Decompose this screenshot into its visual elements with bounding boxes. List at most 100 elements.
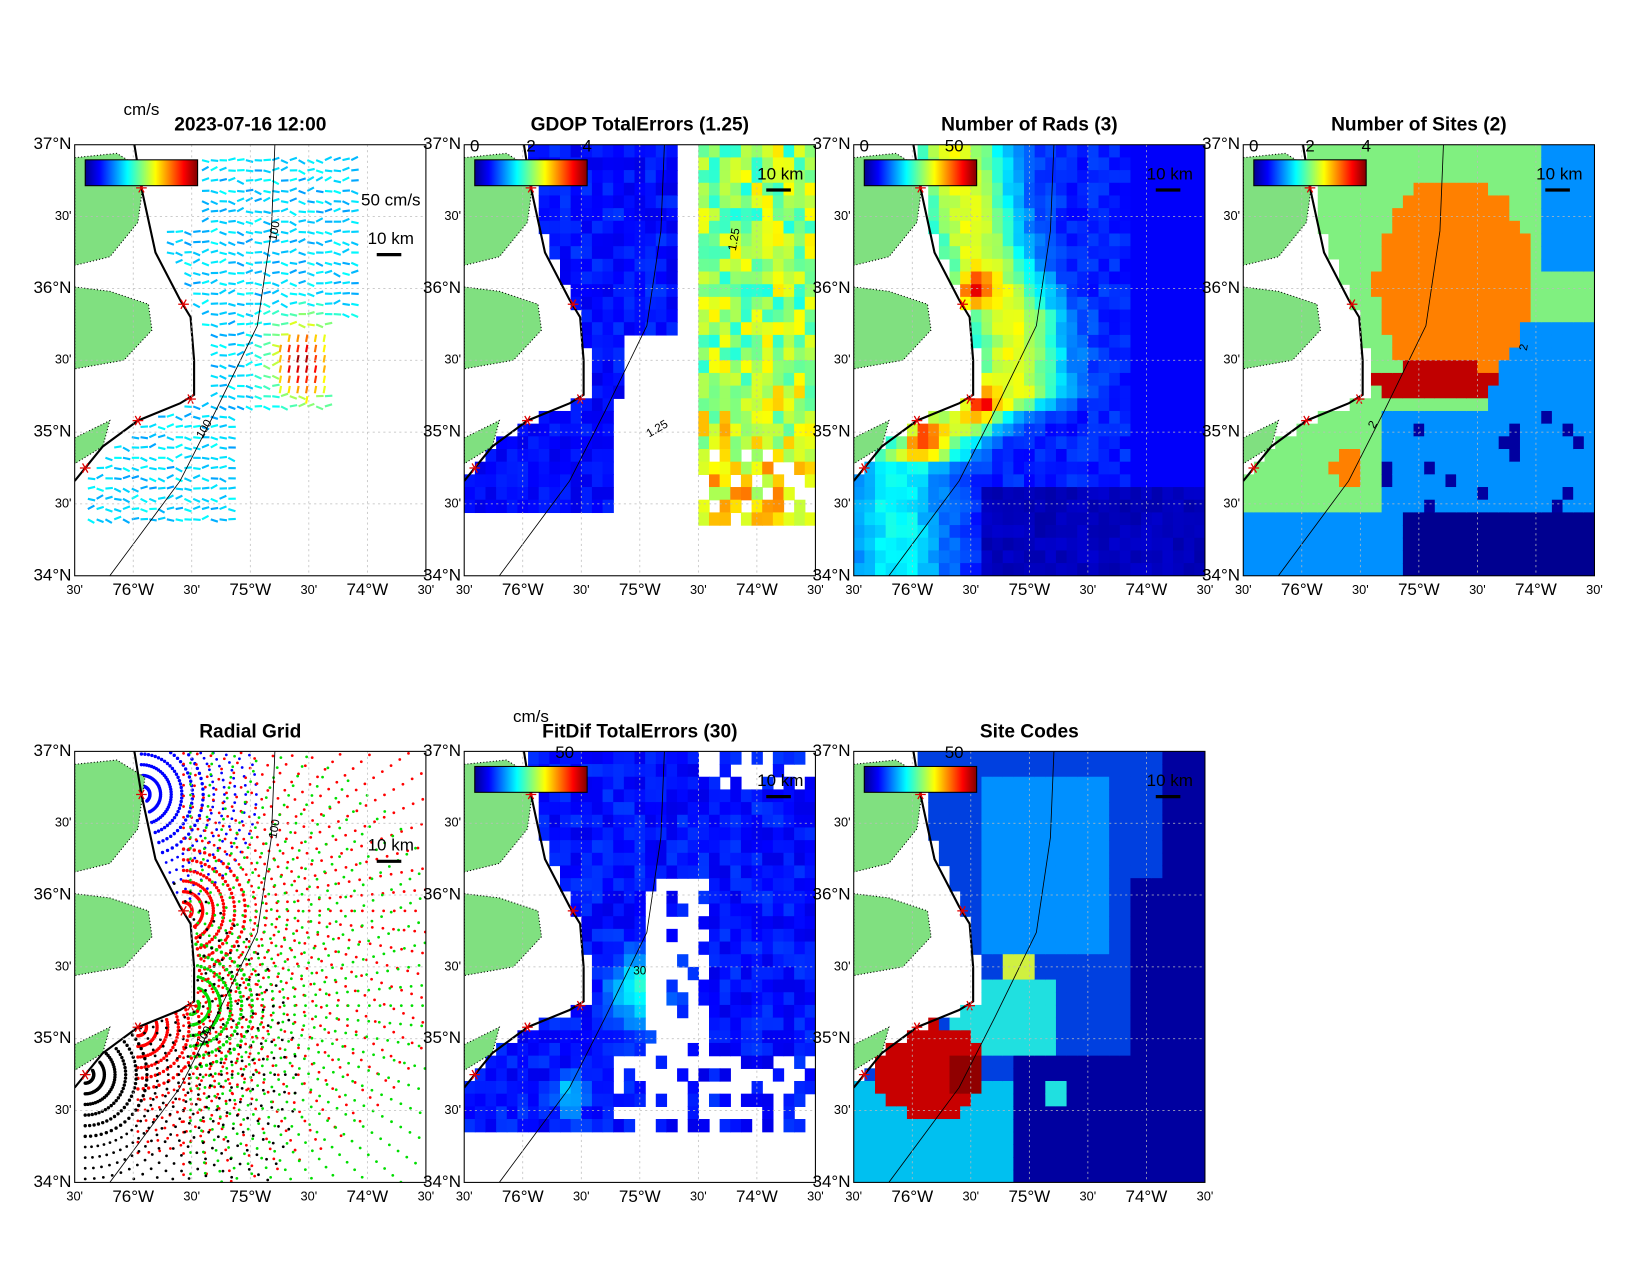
field-cell	[1583, 563, 1595, 576]
radial-grid-point	[302, 808, 306, 811]
field-cell	[928, 487, 940, 501]
field-cell	[772, 309, 785, 323]
field-cell	[719, 385, 731, 399]
field-cell	[570, 258, 582, 273]
field-cell	[1045, 410, 1057, 425]
current-vector	[184, 508, 192, 513]
radial-grid-point	[323, 980, 327, 984]
current-vector	[296, 344, 300, 353]
radial-grid-point	[209, 968, 213, 973]
radial-grid-point	[260, 1064, 264, 1068]
current-vector	[324, 189, 333, 193]
field-cell	[783, 195, 795, 209]
lat-tick-label: 30'	[834, 208, 851, 223]
radial-grid-point	[207, 764, 211, 768]
radial-grid-point	[362, 1104, 366, 1108]
radial-grid-point	[246, 880, 250, 884]
current-vector	[131, 507, 140, 511]
radial-grid-point	[235, 878, 239, 882]
radial-grid-point	[344, 1112, 348, 1116]
field-cell	[591, 461, 604, 475]
radial-grid-point	[221, 861, 225, 866]
radial-grid-point	[189, 846, 192, 850]
field-cell	[1098, 563, 1110, 576]
field-cell	[1183, 550, 1195, 564]
field-cell	[1055, 144, 1068, 159]
panel-title: Number of Rads (3)	[941, 115, 1118, 136]
field-cell	[992, 563, 1004, 576]
current-vector	[166, 506, 175, 511]
field-cell	[762, 360, 774, 374]
current-vector	[157, 516, 166, 521]
field-cell	[762, 284, 774, 298]
current-vector	[289, 282, 298, 288]
field-cell	[992, 372, 1004, 387]
radial-grid-point	[254, 803, 258, 806]
field-cell	[1087, 258, 1100, 273]
field-cell	[1413, 448, 1425, 463]
field-cell	[1381, 474, 1393, 488]
radial-grid-point	[360, 893, 364, 897]
radial-grid-point	[379, 874, 382, 878]
radial-grid-point	[221, 1092, 225, 1096]
field-cell	[708, 398, 721, 412]
field-cell	[517, 461, 529, 475]
field-cell	[719, 372, 731, 387]
field-cell	[1445, 284, 1457, 298]
radial-grid-point	[147, 810, 152, 814]
field-cell	[1173, 512, 1185, 526]
field-cell	[1488, 170, 1500, 184]
field-cell	[698, 436, 710, 450]
radial-grid-point	[238, 990, 242, 995]
field-cell	[730, 436, 742, 450]
field-cell	[1381, 461, 1393, 475]
radial-grid-point	[181, 864, 185, 868]
current-vector	[131, 467, 140, 472]
radial-grid-point	[270, 1018, 274, 1022]
field-cell	[1434, 474, 1447, 488]
current-vector	[280, 207, 289, 213]
radial-grid-point	[373, 820, 376, 824]
radial-grid-point	[335, 1106, 339, 1110]
current-vector	[210, 159, 219, 162]
radial-grid-point	[169, 795, 173, 799]
field-cell	[1194, 474, 1205, 488]
field-cell	[960, 195, 972, 209]
radial-grid-point	[190, 801, 194, 806]
radial-grid-point	[229, 1179, 233, 1183]
radial-grid-point	[346, 1018, 349, 1021]
field-cell	[1055, 550, 1068, 564]
field-cell	[1519, 144, 1532, 159]
field-cell	[1551, 525, 1564, 539]
field-cell	[1055, 499, 1068, 514]
radial-grid-point	[222, 909, 226, 913]
field-cell	[730, 208, 742, 222]
field-cell	[970, 537, 983, 552]
radial-grid-point	[296, 899, 300, 903]
radial-grid-point	[208, 768, 211, 772]
radial-grid-point	[251, 1137, 255, 1141]
current-vector	[298, 292, 307, 297]
field-cell	[1087, 182, 1100, 197]
radial-grid-point	[276, 1167, 279, 1171]
field-cell	[804, 347, 816, 361]
field-cell	[1402, 499, 1415, 514]
field-cell	[1349, 537, 1361, 552]
radial-grid-point	[234, 999, 238, 1003]
radial-grid-point	[303, 840, 307, 844]
radial-grid-point	[355, 1009, 359, 1013]
field-cell	[1119, 347, 1132, 361]
radial-grid-point	[327, 993, 331, 997]
lat-tick-label: 34°N	[33, 565, 71, 584]
radial-grid-point	[202, 1150, 205, 1154]
field-cell	[602, 144, 614, 159]
radial-grid-point	[229, 977, 233, 981]
field-cell	[1466, 296, 1479, 311]
field-cell	[1162, 334, 1174, 349]
field-cell	[1392, 309, 1404, 323]
field-cell	[1119, 309, 1132, 323]
field-cell	[1434, 182, 1447, 197]
field-cell	[981, 258, 993, 273]
lat-tick-label: 30'	[444, 495, 461, 510]
field-cell	[602, 220, 614, 235]
